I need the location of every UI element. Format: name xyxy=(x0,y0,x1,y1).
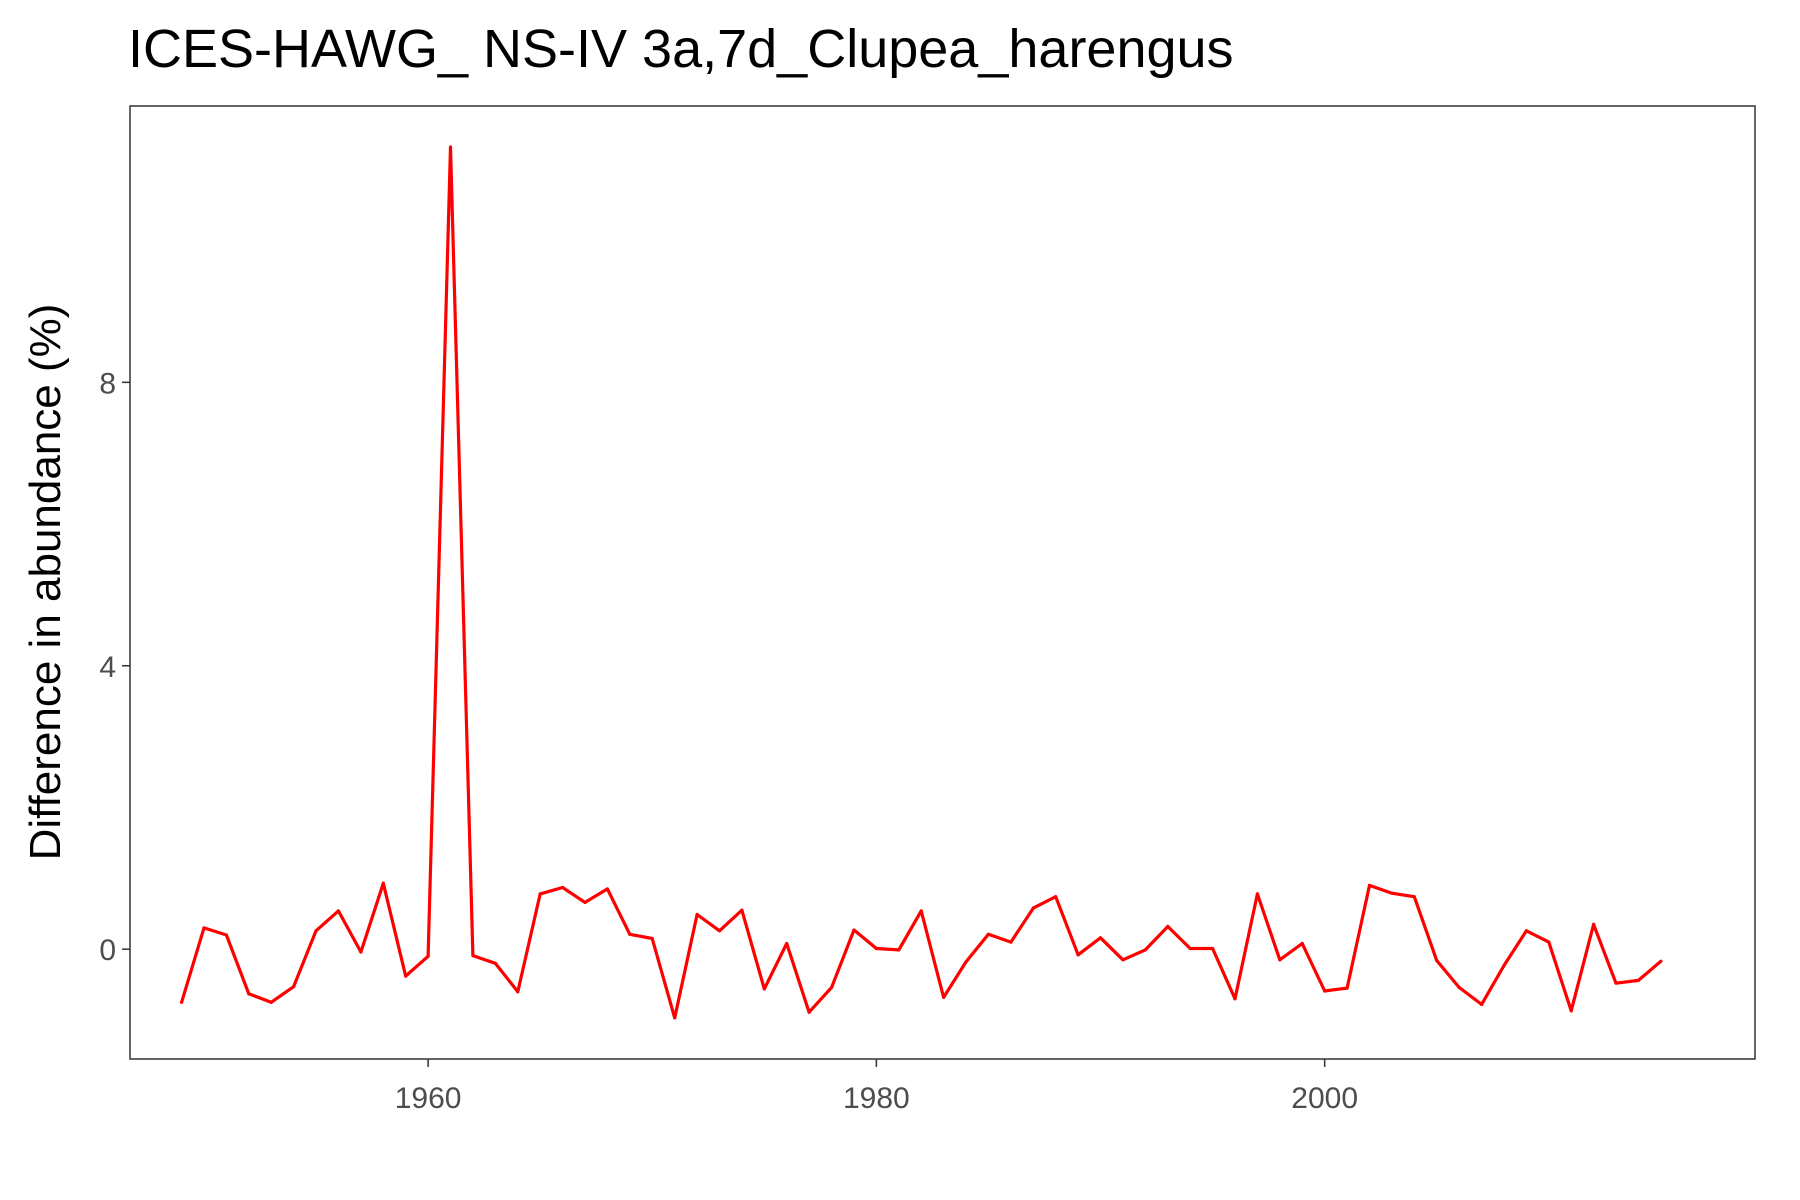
data-point xyxy=(179,1000,184,1004)
data-point xyxy=(1233,997,1237,1001)
chart-title: ICES-HAWG_ NS-IV 3a,7d_Clupea_harengus xyxy=(128,19,1234,79)
data-point xyxy=(919,909,923,913)
data-point xyxy=(426,954,430,958)
y-axis: 0 4 8 xyxy=(99,367,130,967)
data-point xyxy=(448,145,453,149)
data-point xyxy=(852,928,856,932)
data-point xyxy=(762,987,766,991)
data-point xyxy=(942,995,946,999)
data-point xyxy=(1636,978,1641,982)
data-point xyxy=(1614,981,1618,985)
data-point xyxy=(202,926,206,930)
data-point xyxy=(1412,895,1416,899)
data-point xyxy=(1659,959,1663,963)
data-point xyxy=(471,953,475,958)
data-point xyxy=(897,948,901,952)
data-point xyxy=(1166,924,1170,929)
data-point xyxy=(292,985,296,989)
data-point xyxy=(1098,936,1103,940)
data-point xyxy=(538,892,542,896)
plot-panel xyxy=(129,105,1756,1060)
data-point xyxy=(247,992,251,996)
data-point xyxy=(516,990,520,994)
data-point xyxy=(1278,958,1282,962)
y-axis-label: Difference in abundance (%) xyxy=(21,304,70,861)
y-tick-label: 8 xyxy=(99,367,116,400)
data-point xyxy=(717,929,722,933)
data-point xyxy=(695,912,699,917)
data-point xyxy=(1435,958,1439,963)
x-tick-label: 1980 xyxy=(843,1082,910,1115)
data-point xyxy=(1009,940,1013,944)
data-point xyxy=(1390,891,1394,895)
data-point xyxy=(807,1010,811,1014)
data-point xyxy=(874,946,878,951)
x-tick-label: 1960 xyxy=(395,1082,462,1115)
data-point xyxy=(673,1016,677,1020)
data-point xyxy=(381,881,385,885)
data-point xyxy=(1255,892,1260,896)
data-point xyxy=(1547,940,1551,944)
data-point xyxy=(1502,963,1506,968)
data-point xyxy=(336,909,341,913)
data-point xyxy=(314,929,318,933)
y-tick-label: 4 xyxy=(99,651,116,684)
x-axis: 1960 1980 2000 xyxy=(395,1059,1358,1115)
data-point xyxy=(269,1000,273,1004)
data-point xyxy=(1210,946,1215,951)
data-point xyxy=(1367,883,1372,888)
data-point xyxy=(785,941,789,946)
data-point xyxy=(493,961,497,965)
data-point xyxy=(1457,985,1461,990)
data-point xyxy=(1054,895,1058,899)
data-point xyxy=(740,908,744,912)
data-point xyxy=(1592,922,1596,926)
data-point xyxy=(829,985,834,990)
data-points xyxy=(179,145,1663,1020)
data-point xyxy=(1031,906,1035,910)
data-point xyxy=(560,885,565,890)
data-point xyxy=(1121,958,1125,962)
data-point xyxy=(224,933,228,937)
data-point xyxy=(1524,929,1528,933)
data-point xyxy=(964,960,968,964)
data-point xyxy=(1479,1002,1484,1007)
data-point xyxy=(404,974,408,978)
data-point xyxy=(1143,948,1147,952)
y-tick-label: 0 xyxy=(99,934,116,967)
data-point xyxy=(1188,946,1192,951)
data-point xyxy=(583,900,587,905)
data-point xyxy=(605,887,610,891)
data-point xyxy=(628,932,632,936)
data-point xyxy=(1300,941,1304,946)
data-point xyxy=(1569,1009,1573,1013)
data-point xyxy=(1323,989,1327,993)
data-point xyxy=(1076,953,1080,957)
data-point xyxy=(986,932,991,936)
x-tick-label: 2000 xyxy=(1291,1082,1358,1115)
data-point xyxy=(359,950,363,954)
data-point xyxy=(650,936,654,941)
data-point xyxy=(1345,986,1349,990)
